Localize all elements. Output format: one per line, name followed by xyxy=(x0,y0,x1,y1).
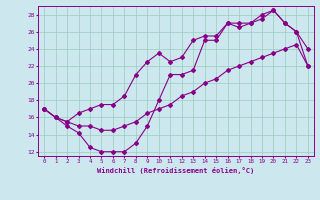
X-axis label: Windchill (Refroidissement éolien,°C): Windchill (Refroidissement éolien,°C) xyxy=(97,167,255,174)
